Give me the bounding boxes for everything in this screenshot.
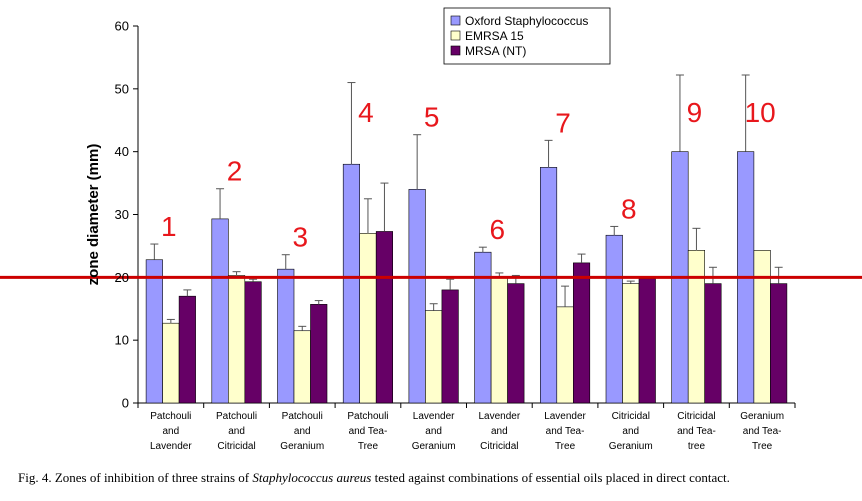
- x-category-label: Lavender: [478, 411, 520, 422]
- bar: [162, 322, 180, 404]
- annotation-number: 8: [621, 193, 637, 224]
- legend-label: MRSA (NT): [465, 44, 526, 58]
- x-category-label: Citricidal: [612, 411, 650, 422]
- x-category-label: Patchouli: [282, 411, 323, 422]
- bar: [425, 310, 443, 404]
- y-tick-label: 30: [115, 207, 129, 222]
- bar: [753, 250, 771, 404]
- labels-group: 0 10 20 30 40 50 60 zone diameter (mm) Patchouli…: [85, 7, 784, 452]
- annotation-number: 6: [490, 214, 506, 245]
- x-category-label: Citricidal: [677, 411, 715, 422]
- annotation-number: 3: [292, 222, 308, 253]
- x-category-label: Tree: [555, 441, 576, 452]
- figure-caption: Fig. 4. Zones of inhibition of three str…: [18, 470, 858, 486]
- caption-suffix: tested against combinations of essential…: [371, 470, 730, 485]
- bar: [211, 218, 229, 404]
- bar: [228, 275, 246, 404]
- x-category-label: and: [491, 426, 508, 437]
- legend-swatch: [450, 15, 461, 26]
- y-tick-label: 60: [115, 19, 129, 34]
- bar: [572, 262, 591, 404]
- x-category-label: and: [228, 426, 245, 437]
- x-category-label: tree: [688, 441, 706, 452]
- x-category-label: and: [622, 426, 639, 437]
- annotation-number: 9: [687, 97, 703, 128]
- caption-italic: Staphylococcus aureus: [252, 470, 372, 485]
- legend-swatch: [450, 30, 461, 41]
- x-category-label: Citricidal: [480, 441, 518, 452]
- bar: [293, 330, 311, 404]
- bar: [359, 233, 377, 404]
- x-category-label: and: [425, 426, 442, 437]
- bar: [310, 304, 328, 404]
- bar: [507, 283, 525, 404]
- bar-chart: 0 10 20 30 40 50 60 zone diameter (mm) Patchouli…: [0, 7, 862, 452]
- annotation-number: 7: [555, 107, 571, 138]
- annotation-number: 10: [745, 97, 776, 128]
- x-category-label: Citricidal: [217, 441, 255, 452]
- x-category-label: Geranium: [412, 441, 456, 452]
- x-category-label: Tree: [358, 441, 379, 452]
- bar: [638, 278, 656, 404]
- x-category-label: and Tea-: [546, 426, 585, 437]
- annotation-number: 5: [424, 102, 440, 133]
- legend-box: [443, 7, 611, 65]
- x-category-label: and Tea-: [677, 426, 716, 437]
- x-category-label: Patchouli: [150, 411, 191, 422]
- x-category-label: and Tea-: [743, 426, 782, 437]
- bar: [490, 277, 508, 404]
- x-category-label: and: [294, 426, 311, 437]
- bar: [556, 306, 574, 404]
- x-category-label: Lavender: [150, 441, 192, 452]
- bar: [474, 251, 492, 404]
- y-tick-label: 20: [115, 270, 129, 285]
- bar: [178, 295, 196, 404]
- annotation-number: 4: [358, 97, 374, 128]
- legend-swatch: [450, 45, 461, 56]
- bars-group: [0, 74, 862, 404]
- x-category-label: Patchouli: [216, 411, 257, 422]
- y-axis-label: zone diameter (mm): [85, 144, 102, 286]
- y-tick-label: 50: [115, 81, 129, 96]
- x-category-label: Patchouli: [347, 411, 388, 422]
- bar: [342, 163, 361, 404]
- bar: [441, 289, 459, 404]
- bar: [622, 283, 640, 404]
- bar: [704, 283, 722, 404]
- bar: [375, 231, 394, 404]
- y-tick-label: 0: [122, 396, 129, 411]
- y-tick-label: 40: [115, 144, 129, 159]
- annotation-number: 2: [227, 156, 243, 187]
- annotation-number: 1: [161, 211, 177, 242]
- bar: [244, 281, 262, 404]
- legend-label: EMRSA 15: [465, 29, 524, 43]
- bar: [408, 189, 426, 404]
- bar: [145, 259, 163, 404]
- x-category-label: and: [163, 426, 180, 437]
- x-category-label: and Tea-: [349, 426, 388, 437]
- legend-label: Oxford Staphylococcus: [465, 14, 588, 28]
- x-category-label: Tree: [752, 441, 773, 452]
- bar: [770, 283, 788, 404]
- bar: [605, 234, 623, 404]
- x-category-label: Lavender: [413, 411, 455, 422]
- x-category-label: Geranium: [609, 441, 653, 452]
- x-category-label: Lavender: [544, 411, 586, 422]
- y-tick-label: 10: [115, 333, 129, 348]
- bar: [539, 167, 558, 404]
- bar: [687, 250, 706, 404]
- bar: [277, 268, 295, 404]
- caption-prefix: Fig. 4. Zones of inhibition of three str…: [18, 470, 253, 485]
- x-category-label: Geranium: [280, 441, 324, 452]
- x-category-label: Geranium: [740, 411, 784, 422]
